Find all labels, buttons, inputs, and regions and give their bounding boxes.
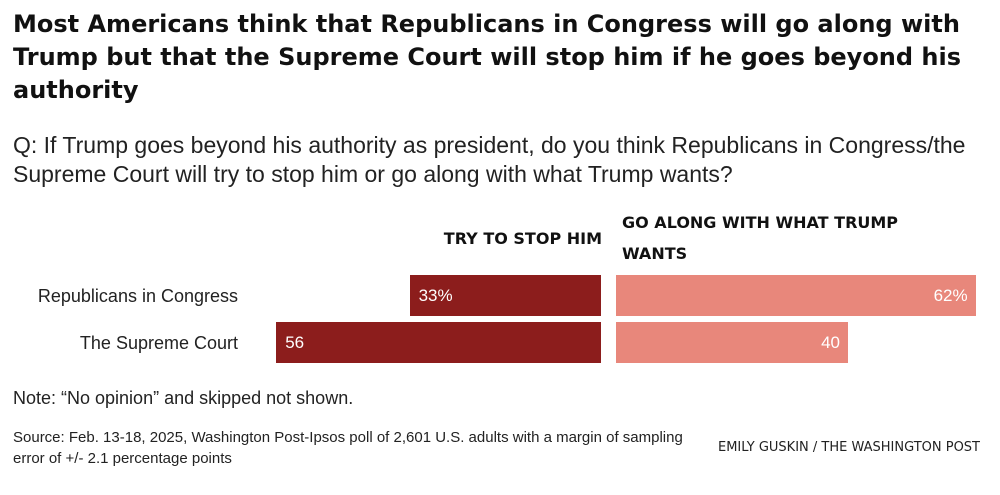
chart-note: Note: “No opinion” and skipped not shown… [13,388,354,408]
chart-source: Source: Feb. 13-18, 2025, Washington Pos… [13,429,683,467]
bar-label-stop-the-supreme-court: 56 [285,333,305,352]
legend-try-to-stop-him: TRY TO STOP HIM [443,229,602,248]
bar-label-along-the-supreme-court: 40 [821,333,840,352]
bar-stop-the-supreme-court [276,322,601,363]
row-label-the-supreme-court: The Supreme Court [79,332,238,353]
bar-label-stop-republicans-in-congress: 33% [418,286,453,305]
bar-label-along-republicans-in-congress: 62% [933,286,968,305]
bar-along-republicans-in-congress [616,275,976,316]
row-label-republicans-in-congress: Republicans in Congress [37,285,238,306]
chart-title: Most Americans think that Republicans in… [13,10,962,104]
bar-stop-republicans-in-congress [409,275,601,316]
bar-along-the-supreme-court [616,322,848,363]
chart-credit: EMILY GUSKIN / THE WASHINGTON POST [717,440,980,455]
chart-subtitle: Q: If Trump goes beyond his authority as… [13,132,966,187]
legend-go-along: GO ALONG WITH WHAT TRUMP WANTS [622,213,899,263]
